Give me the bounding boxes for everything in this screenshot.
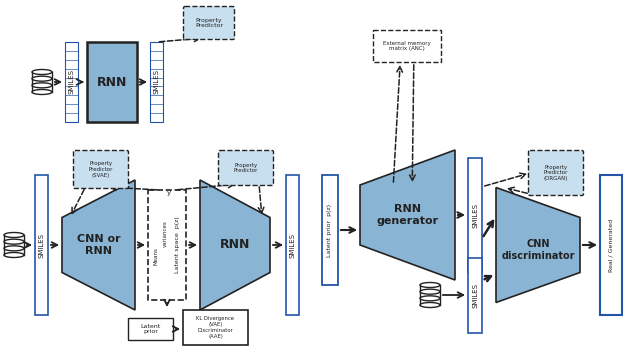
Bar bbox=[87, 42, 137, 122]
Bar bbox=[420, 285, 440, 305]
Polygon shape bbox=[496, 188, 580, 303]
Text: Latent space  p(z): Latent space p(z) bbox=[175, 216, 180, 273]
Text: SMILES: SMILES bbox=[289, 232, 296, 257]
Bar bbox=[150, 42, 163, 122]
Bar bbox=[35, 175, 48, 315]
Text: RNN: RNN bbox=[220, 239, 250, 252]
Ellipse shape bbox=[32, 70, 52, 75]
Ellipse shape bbox=[420, 289, 440, 294]
FancyBboxPatch shape bbox=[218, 151, 273, 185]
Polygon shape bbox=[360, 150, 455, 280]
Text: KL Divergence
(VAE)
Discriminator
(AAE): KL Divergence (VAE) Discriminator (AAE) bbox=[196, 316, 234, 339]
Bar bbox=[148, 190, 186, 300]
Text: Latent prior  p(z): Latent prior p(z) bbox=[328, 203, 333, 257]
Text: Means: Means bbox=[153, 247, 158, 265]
Ellipse shape bbox=[4, 232, 24, 237]
Text: RNN: RNN bbox=[97, 76, 127, 88]
Ellipse shape bbox=[4, 253, 24, 257]
Text: Property
Predictor: Property Predictor bbox=[195, 18, 223, 28]
Bar bbox=[183, 310, 248, 345]
Text: RNN
generator: RNN generator bbox=[376, 204, 438, 226]
Text: Property
Predictor
(ORGAN): Property Predictor (ORGAN) bbox=[544, 165, 568, 181]
Bar bbox=[286, 175, 299, 315]
Ellipse shape bbox=[32, 89, 52, 94]
Text: variances: variances bbox=[163, 220, 168, 247]
Text: CNN
discriminator: CNN discriminator bbox=[501, 239, 575, 261]
Ellipse shape bbox=[4, 246, 24, 251]
Polygon shape bbox=[200, 180, 270, 310]
Ellipse shape bbox=[32, 76, 52, 81]
Text: CNN or
RNN: CNN or RNN bbox=[77, 234, 120, 256]
Text: SMILES: SMILES bbox=[38, 232, 45, 257]
Bar bbox=[32, 72, 52, 92]
Ellipse shape bbox=[4, 239, 24, 244]
Ellipse shape bbox=[32, 83, 52, 88]
Bar bbox=[322, 175, 338, 285]
Ellipse shape bbox=[420, 303, 440, 307]
Text: Latent
prior: Latent prior bbox=[140, 324, 161, 334]
Text: Property
Predictor
(SVAE): Property Predictor (SVAE) bbox=[89, 161, 113, 178]
Bar bbox=[468, 258, 482, 333]
Text: SMILES: SMILES bbox=[472, 203, 478, 228]
FancyBboxPatch shape bbox=[529, 151, 584, 195]
Bar bbox=[128, 318, 173, 340]
Text: SMILES: SMILES bbox=[154, 70, 159, 94]
Text: y: y bbox=[167, 190, 171, 196]
Text: External memory
matrix (ANC): External memory matrix (ANC) bbox=[383, 41, 431, 51]
Polygon shape bbox=[62, 180, 135, 310]
Text: SMILES: SMILES bbox=[68, 70, 74, 94]
Ellipse shape bbox=[420, 296, 440, 301]
Text: SMILES: SMILES bbox=[472, 283, 478, 308]
Text: Property
Predictor: Property Predictor bbox=[234, 163, 258, 173]
Bar bbox=[600, 175, 622, 315]
Ellipse shape bbox=[420, 282, 440, 287]
Bar bbox=[468, 158, 482, 273]
Bar bbox=[4, 235, 24, 255]
FancyBboxPatch shape bbox=[184, 7, 234, 39]
Text: Real / Generated: Real / Generated bbox=[609, 218, 614, 272]
FancyBboxPatch shape bbox=[74, 151, 129, 189]
Bar bbox=[373, 30, 441, 62]
Bar bbox=[65, 42, 78, 122]
